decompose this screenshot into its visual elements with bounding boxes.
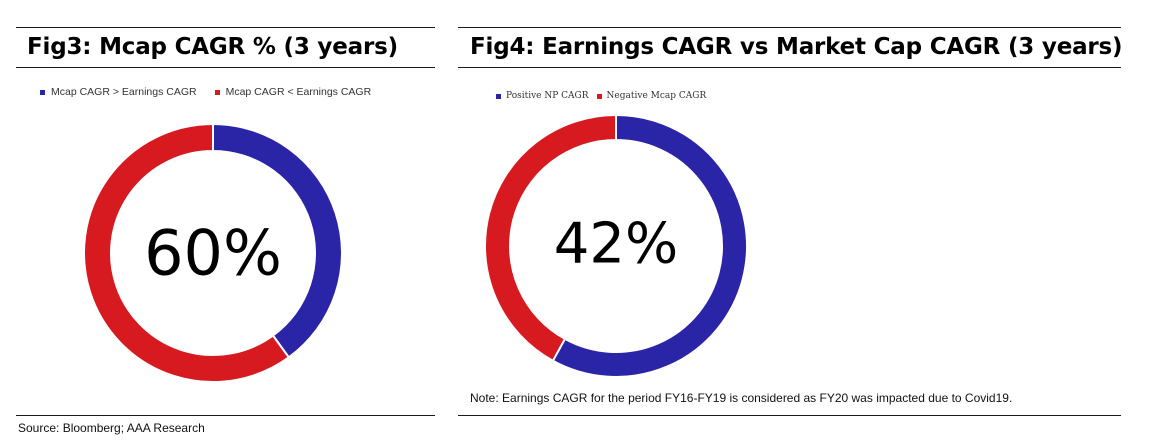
fig3-legend-item-2: Mcap CAGR < Earnings CAGR: [214, 86, 372, 98]
fig4-legend-item-1: Positive NP CAGR: [496, 91, 589, 101]
source-note: Source: Bloomberg; AAA Research: [18, 421, 205, 435]
fig4-legend-label-2: Negative Mcap CAGR: [606, 91, 707, 101]
fig4-top-rule: [458, 27, 1121, 28]
fig3-legend-label-1: Mcap CAGR > Earnings CAGR: [51, 86, 197, 98]
fig3-slice-2: [83, 122, 291, 383]
fig3-title: Fig3: Mcap CAGR % (3 years): [27, 34, 398, 60]
fig3-legend-item-1: Mcap CAGR > Earnings CAGR: [40, 86, 197, 98]
fig4-slice-2: [484, 113, 617, 363]
fig4-legend-swatch-1: [496, 93, 501, 99]
fig4-title-rule: [458, 67, 1121, 68]
fig4-slice-1: [551, 113, 748, 378]
fig3-center-label: 60%: [144, 217, 282, 290]
fig4-legend-label-1: Positive NP CAGR: [506, 91, 589, 101]
fig3-bottom-rule: [16, 415, 435, 416]
fig4-title: Fig4: Earnings CAGR vs Market Cap CAGR (…: [470, 34, 1123, 60]
fig4-note: Note: Earnings CAGR for the period FY16-…: [470, 391, 1013, 405]
fig4-legend-item-2: Negative Mcap CAGR: [596, 91, 707, 101]
fig4-donut-chart: 42%: [484, 113, 748, 378]
fig3-donut-chart: 60%: [83, 122, 343, 383]
fig3-top-rule: [16, 27, 435, 28]
fig3-legend: Mcap CAGR > Earnings CAGR Mcap CAGR < Ea…: [40, 86, 389, 98]
fig3-title-rule: [16, 67, 435, 68]
fig3-legend-swatch-1: [40, 89, 45, 95]
fig4-legend-swatch-2: [596, 93, 602, 99]
fig4-legend: Positive NP CAGR Negative Mcap CAGR: [496, 91, 714, 101]
fig4-bottom-rule: [458, 415, 1121, 416]
fig3-legend-label-2: Mcap CAGR < Earnings CAGR: [225, 86, 372, 98]
fig3-legend-swatch-2: [214, 89, 220, 95]
fig4-center-label: 42%: [554, 212, 678, 277]
